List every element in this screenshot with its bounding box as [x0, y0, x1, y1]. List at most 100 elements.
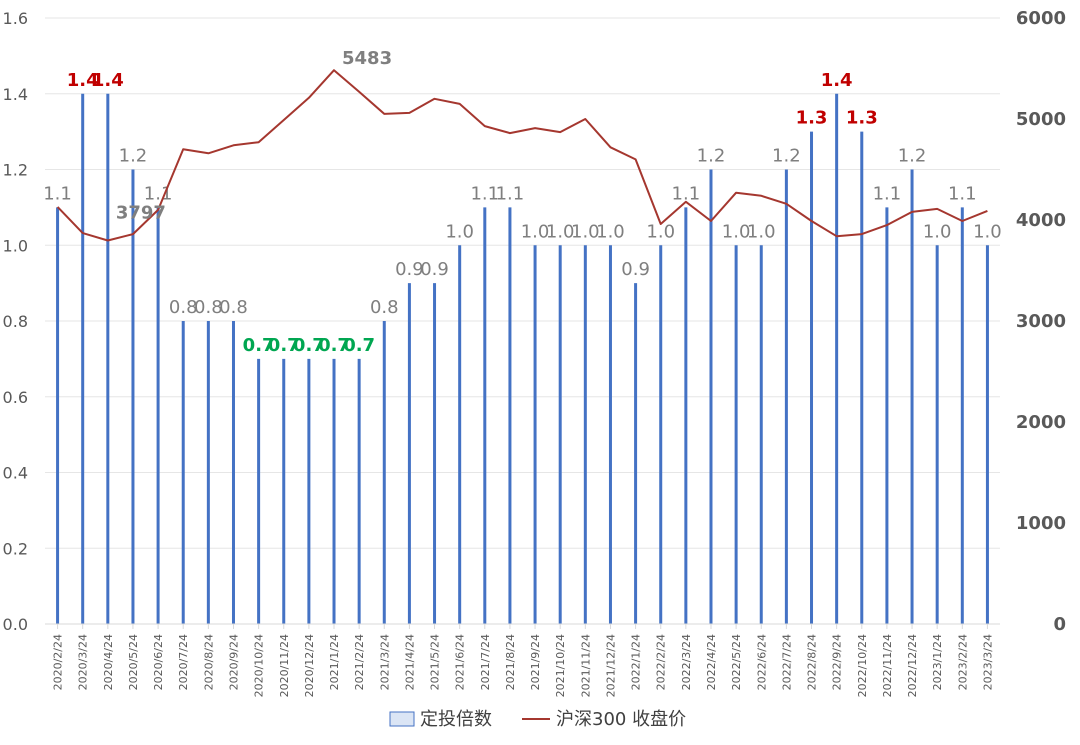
x-tick-label: 2022/6/24: [755, 634, 768, 690]
bar: [935, 245, 939, 624]
legend-line-label: 沪深300 收盘价: [556, 709, 686, 730]
bar: [156, 207, 160, 624]
bar-data-label: 1.3: [846, 108, 878, 129]
x-tick-label: 2021/2/24: [353, 634, 366, 690]
bar-data-label: 0.8: [169, 297, 198, 318]
y-left-tick-label: 0.0: [3, 615, 28, 634]
bar: [860, 131, 864, 624]
x-tick-label: 2021/8/24: [504, 634, 517, 690]
x-tick-label: 2022/4/24: [705, 634, 718, 690]
x-tick-label: 2022/5/24: [730, 634, 743, 690]
x-tick-label: 2022/8/24: [806, 634, 819, 690]
bar: [407, 283, 411, 624]
bar-data-label: 1.1: [672, 183, 701, 204]
x-tick-label: 2020/11/24: [278, 634, 291, 697]
y-left-tick-label: 1.6: [3, 9, 28, 28]
x-tick-label: 2022/9/24: [831, 634, 844, 690]
bar-data-label: 1.0: [646, 221, 675, 242]
x-tick-label: 2020/12/24: [303, 634, 316, 697]
x-tick-label: 2021/6/24: [454, 634, 467, 690]
line-data-label: 3797: [116, 203, 166, 224]
bar-data-label: 0.9: [395, 259, 424, 280]
bar: [709, 169, 713, 624]
bar: [458, 245, 462, 624]
bar-data-label: 0.7: [243, 335, 275, 356]
bar-data-label: 1.0: [973, 221, 1002, 242]
x-tick-label: 2021/5/24: [429, 634, 442, 690]
y-right-tick-label: 3000: [1016, 311, 1066, 332]
x-tick-label: 2021/1/24: [328, 634, 341, 690]
bar: [231, 321, 235, 624]
bar-data-label: 1.1: [948, 183, 977, 204]
x-tick-label: 2021/3/24: [378, 634, 391, 690]
legend: 定投倍数 沪深300 收盘价: [389, 709, 686, 730]
bar-data-label: 1.0: [546, 221, 575, 242]
bar: [332, 358, 336, 624]
bar-data-label: 0.8: [370, 297, 399, 318]
bar-data-label: 1.1: [144, 183, 173, 204]
legend-bar-label: 定投倍数: [420, 709, 492, 730]
bar-data-label: 1.0: [747, 221, 776, 242]
bar-data-label: 1.2: [898, 146, 927, 167]
bar-data-label: 1.0: [722, 221, 751, 242]
bar: [885, 207, 889, 624]
bar: [257, 358, 261, 624]
bar-data-label: 1.2: [119, 146, 148, 167]
y-right-tick-label: 6000: [1016, 8, 1066, 29]
y-left-tick-label: 1.2: [3, 161, 28, 180]
bar-data-label: 1.0: [596, 221, 625, 242]
x-tick-label: 2022/2/24: [655, 634, 668, 690]
x-tick-label: 2020/10/24: [253, 634, 266, 697]
bar: [684, 207, 688, 624]
bar-data-label: 0.9: [420, 259, 449, 280]
x-axis-ticks: 2020/2/24 2020/3/24 2020/4/24 2020/5/24 2020…: [45, 623, 1000, 697]
bar: [106, 93, 110, 624]
bar: [508, 207, 512, 624]
bar: [608, 245, 612, 624]
bar: [382, 321, 386, 624]
bar: [558, 245, 562, 624]
x-tick-label: 2020/3/24: [77, 634, 90, 690]
x-tick-label: 2021/4/24: [403, 634, 416, 690]
bar-data-label: 1.0: [445, 221, 474, 242]
bar-data-label: 0.8: [194, 297, 223, 318]
bar-data-label: 0.7: [268, 335, 300, 356]
gridlines: [45, 17, 1000, 625]
y-right-tick-label: 0: [1053, 614, 1066, 635]
bar-data-label: 0.9: [621, 259, 650, 280]
x-tick-label: 2022/7/24: [780, 634, 793, 690]
x-tick-label: 2023/1/24: [931, 634, 944, 690]
x-tick-label: 2020/9/24: [228, 634, 241, 690]
bar-data-label: 0.7: [293, 335, 325, 356]
x-tick-label: 2021/11/24: [579, 634, 592, 697]
x-tick-label: 2020/5/24: [127, 634, 140, 690]
bar-series: 1.11.41.41.21.10.80.80.80.70.70.70.70.70…: [43, 70, 1002, 624]
y-left-tick-label: 1.4: [3, 85, 28, 104]
bar-data-label: 0.8: [219, 297, 248, 318]
bar-data-label: 1.0: [571, 221, 600, 242]
bar: [533, 245, 537, 624]
legend-bar-swatch: [389, 711, 415, 727]
x-tick-label: 2022/11/24: [881, 634, 894, 697]
bar-data-label: 1.1: [873, 183, 902, 204]
line-data-label: 5483: [342, 48, 392, 69]
x-tick-label: 2022/10/24: [856, 634, 869, 697]
x-tick-label: 2020/7/24: [177, 634, 190, 690]
x-tick-label: 2020/6/24: [152, 634, 165, 690]
y-right-tick-label: 2000: [1016, 412, 1066, 433]
bar: [56, 207, 60, 624]
bar-data-label: 1.1: [496, 183, 525, 204]
x-tick-label: 2021/7/24: [479, 634, 492, 690]
line-series: 3797 5483: [56, 48, 988, 242]
y-left-tick-label: 1.0: [3, 236, 28, 255]
y-axis-right: 0 1000 2000 3000 4000 5000 6000: [1016, 8, 1066, 635]
bar: [910, 169, 914, 624]
bar: [985, 245, 989, 624]
y-right-tick-label: 4000: [1016, 210, 1066, 231]
index-line: [56, 69, 988, 242]
y-left-tick-label: 0.2: [3, 539, 28, 558]
bar-data-label: 1.0: [923, 221, 952, 242]
bar: [835, 93, 839, 624]
bar: [759, 245, 763, 624]
x-tick-label: 2022/12/24: [906, 634, 919, 697]
